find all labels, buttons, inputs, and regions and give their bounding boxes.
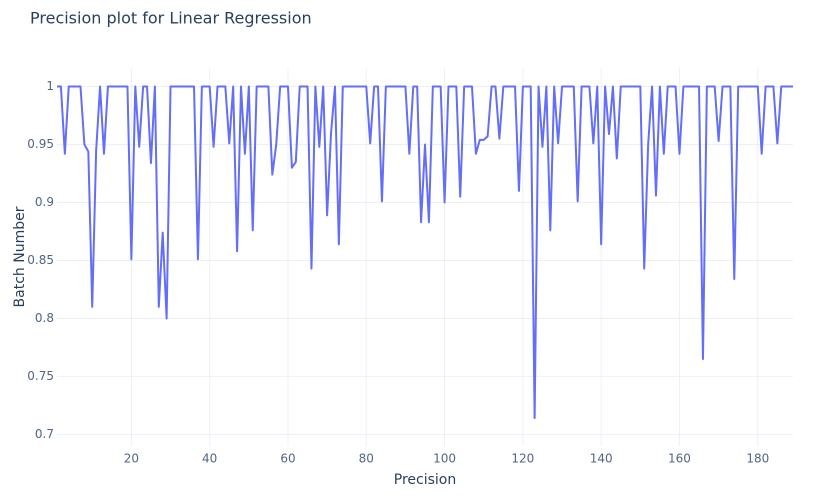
x-tick-label: 140 — [590, 452, 613, 466]
y-tick-label: 0.75 — [27, 369, 54, 383]
y-tick-label: 0.8 — [35, 311, 54, 325]
x-tick-label: 40 — [202, 452, 217, 466]
y-tick-label: 0.7 — [35, 427, 54, 441]
x-tick-label: 80 — [359, 452, 374, 466]
y-tick-label: 0.95 — [27, 137, 54, 151]
x-tick-label: 160 — [668, 452, 691, 466]
y-tick-label: 0.85 — [27, 253, 54, 267]
x-tick-label: 180 — [746, 452, 769, 466]
y-tick-label: 0.9 — [35, 195, 54, 209]
x-tick-label: 120 — [511, 452, 534, 466]
x-axis-title: Precision — [394, 472, 456, 488]
x-tick-label: 60 — [280, 452, 295, 466]
x-tick-label: 100 — [433, 452, 456, 466]
y-axis-title: Batch Number — [12, 206, 28, 307]
data-line — [57, 85, 793, 420]
x-tick-label: 20 — [124, 452, 139, 466]
y-tick-label: 1 — [46, 79, 54, 93]
chart-title: Precision plot for Linear Regression — [30, 9, 312, 28]
